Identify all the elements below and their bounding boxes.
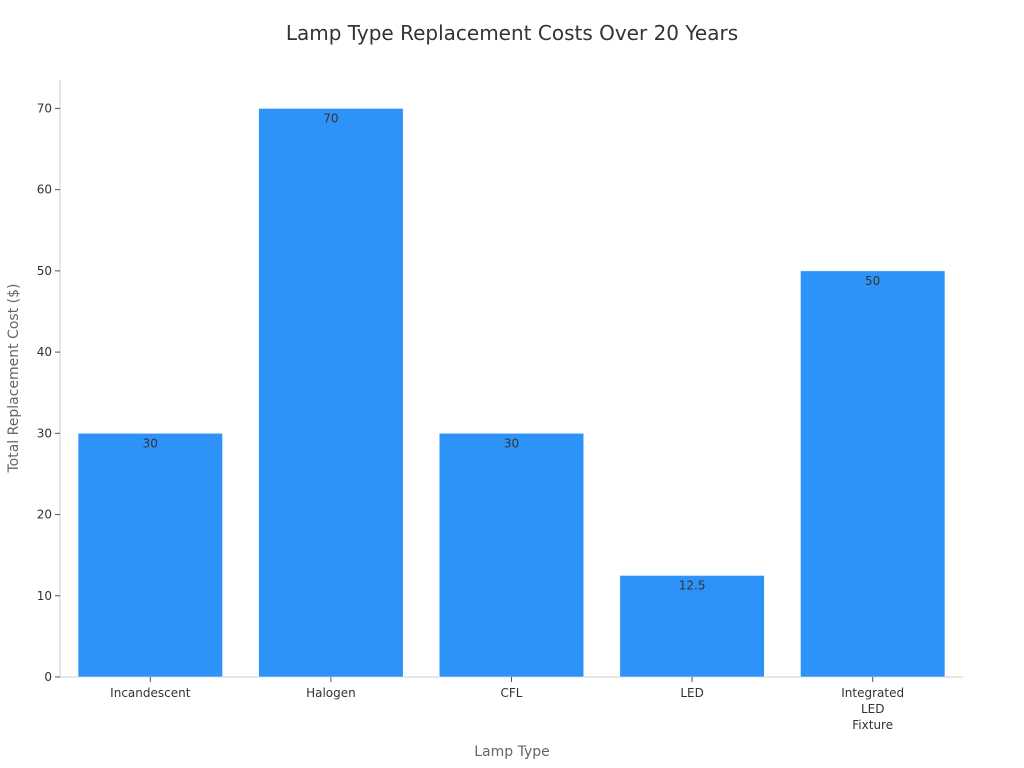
- x-axis-title: Lamp Type: [474, 744, 550, 760]
- x-tick-label: Integrated LED Fixture: [841, 686, 904, 732]
- bar-value-label: 12.5: [679, 578, 706, 592]
- y-tick-label: 70: [37, 101, 52, 115]
- bar: [439, 433, 584, 678]
- x-tick-label-line: CFL: [501, 686, 523, 700]
- x-tick-label-line: Halogen: [306, 686, 356, 700]
- y-tick-label: 50: [37, 264, 52, 278]
- bar-value-label: 50: [865, 274, 880, 288]
- x-tick-label-line: Fixture: [852, 718, 893, 732]
- bar-value-label: 30: [504, 436, 519, 450]
- x-tick-label-line: Integrated: [841, 686, 904, 700]
- x-ticks: Incandescent Halogen CFL LED Integrated LED Fi…: [110, 677, 904, 732]
- x-tick-label: Halogen: [306, 686, 356, 700]
- x-tick-label-line: LED: [680, 686, 704, 700]
- bar-labels: 30 70 30 12.5 50: [143, 111, 881, 592]
- bar: [258, 108, 404, 678]
- x-tick-label-line: Incandescent: [110, 686, 191, 700]
- bars: [77, 108, 946, 678]
- x-tick-label: CFL: [501, 686, 523, 700]
- y-tick-label: 40: [37, 345, 52, 359]
- x-tick-label: Incandescent: [110, 686, 191, 700]
- y-tick-label: 30: [37, 426, 52, 440]
- chart-title: Lamp Type Replacement Costs Over 20 Year…: [286, 21, 738, 45]
- y-axis-title: Total Replacement Cost ($): [6, 284, 22, 474]
- bar-value-label: 30: [143, 436, 158, 450]
- y-tick-label: 0: [44, 670, 52, 684]
- y-tick-label: 60: [37, 183, 52, 197]
- y-ticks: 0 10 20 30 40 50 60 70: [37, 101, 60, 684]
- x-tick-label: LED: [680, 686, 704, 700]
- bar-value-label: 70: [323, 111, 338, 125]
- y-tick-label: 10: [37, 589, 52, 603]
- plot-area: 0 10 20 30 40 50 60 70 30 70 30 12.5 50 Incandescen…: [37, 80, 963, 732]
- bar: [619, 575, 765, 678]
- y-tick-label: 20: [37, 508, 52, 522]
- x-tick-label-line: LED: [861, 702, 885, 716]
- bar: [77, 433, 223, 678]
- bar: [800, 270, 946, 678]
